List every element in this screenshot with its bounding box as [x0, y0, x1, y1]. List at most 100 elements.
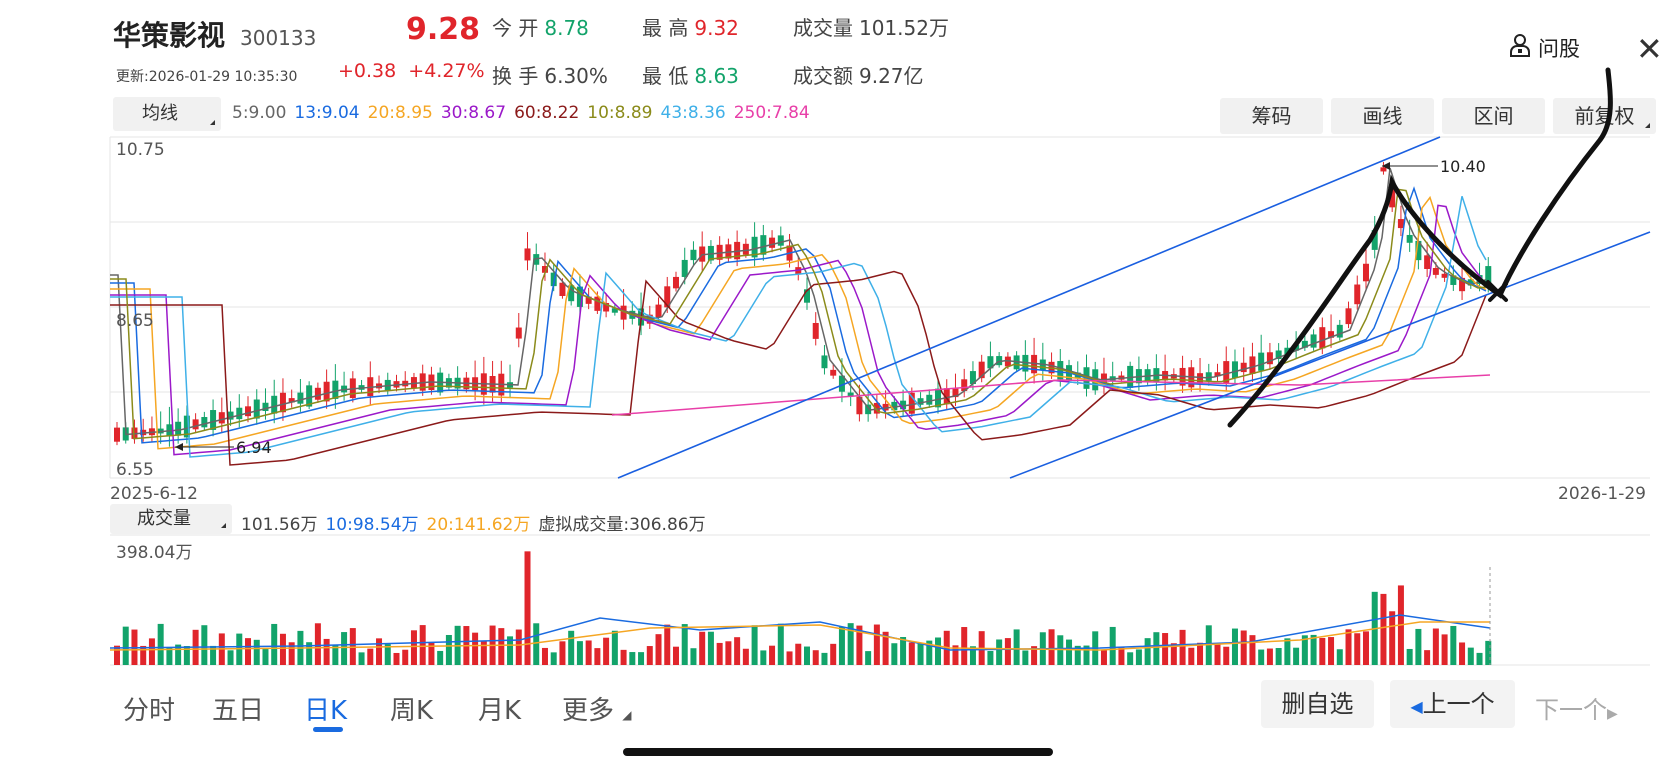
volume-bar — [1048, 629, 1055, 665]
candle-body — [1397, 219, 1404, 229]
volume-bar — [585, 640, 592, 665]
ma250-line — [611, 374, 1491, 416]
draw-line-button[interactable]: 画线 — [1331, 98, 1434, 134]
trend-line-lower — [1009, 231, 1651, 479]
active-tab-indicator — [313, 727, 343, 732]
left-arrow-icon: ◀ — [1410, 697, 1423, 716]
volume-bar — [996, 639, 1003, 665]
candle-body — [603, 302, 610, 312]
change-value: +0.38 — [338, 60, 397, 82]
dropdown-arrow-icon — [210, 120, 215, 125]
volume-bar — [524, 551, 531, 665]
y-axis-mid-label: 8.65 — [116, 311, 154, 331]
volume-bar — [1467, 647, 1474, 665]
forward-adjust-label: 前复权 — [1574, 104, 1635, 128]
volume-ma20-line — [109, 621, 1490, 651]
volume-bar — [1362, 631, 1369, 665]
volume-bar — [419, 625, 426, 665]
volume-bar — [777, 623, 784, 665]
volume-bar — [498, 628, 505, 665]
candle-body — [279, 392, 286, 413]
volume-stat: 成交量 101.52万 — [793, 12, 949, 41]
ma43-line — [110, 195, 1487, 458]
volume-bar — [1083, 645, 1090, 665]
volume-bar — [1485, 640, 1492, 665]
candle-body — [1266, 352, 1273, 365]
volume-value-3: 虚拟成交量:306.86万 — [538, 515, 706, 535]
volume-bar — [122, 626, 129, 665]
tab-monthly-k[interactable]: 月K — [478, 696, 522, 726]
candle-body — [1362, 263, 1369, 282]
candle-body — [769, 237, 776, 248]
candle-body — [900, 400, 907, 410]
volume-bar — [314, 623, 321, 665]
volume-dropdown[interactable]: 成交量 — [110, 504, 232, 534]
tab-weekly-k[interactable]: 周K — [390, 696, 434, 726]
volume-bar — [402, 649, 409, 665]
tab-intraday[interactable]: 分时 — [123, 696, 176, 726]
candle-body — [1057, 361, 1064, 380]
candle-body — [1258, 352, 1265, 371]
candle-body — [1441, 273, 1448, 278]
ma-dropdown[interactable]: 均线 — [113, 97, 221, 131]
candle-body — [1389, 185, 1396, 208]
ma-value-2: 20:8.95 — [367, 103, 433, 123]
volume-bar — [559, 641, 566, 665]
ma-value-0: 5:9.00 — [232, 103, 287, 123]
remove-watchlist-button[interactable]: 删自选 — [1261, 680, 1374, 728]
volume-bar — [769, 645, 776, 665]
volume-bar — [856, 625, 863, 665]
volume-bar — [1424, 650, 1431, 665]
amount-stat: 成交额 9.27亿 — [793, 60, 924, 89]
candle-body — [891, 401, 898, 411]
tab-five-day[interactable]: 五日 — [212, 696, 265, 726]
volume-bar — [1231, 628, 1238, 665]
ma-dropdown-label: 均线 — [142, 103, 178, 124]
volume-bar — [838, 626, 845, 665]
volume-bar — [655, 634, 662, 665]
candle-body — [987, 356, 994, 369]
tab-daily-k[interactable]: 日K — [304, 696, 348, 726]
volume-bar — [472, 632, 479, 665]
ma30-line — [110, 204, 1487, 456]
volume-bar — [900, 637, 907, 665]
range-button[interactable]: 区间 — [1442, 98, 1545, 134]
ma20-line — [110, 195, 1487, 450]
volume-bar — [926, 640, 933, 665]
volume-bar — [1223, 646, 1230, 665]
candle-body — [856, 396, 863, 415]
candle-body — [1284, 347, 1291, 355]
volume-bar — [620, 649, 627, 665]
volume-bar — [638, 652, 645, 665]
volume-bar — [646, 646, 653, 665]
volume-bar — [1389, 611, 1396, 665]
volume-bar — [183, 646, 190, 665]
volume-bar — [1074, 645, 1081, 665]
candle-body — [1380, 167, 1387, 172]
low-stat: 最 低 8.63 — [642, 60, 739, 89]
previous-stock-button[interactable]: ◀上一个 — [1390, 680, 1515, 728]
volume-bar — [1345, 629, 1352, 665]
tab-more[interactable]: 更多 ◢ — [562, 690, 632, 727]
ask-stock-button[interactable]: 问股 — [1508, 32, 1580, 63]
turnover-value: 6.30% — [544, 64, 608, 88]
volume-bar — [201, 625, 208, 665]
volume-bar — [830, 643, 837, 665]
candle-body — [1450, 275, 1457, 285]
volume-max-label: 398.04万 — [116, 543, 193, 563]
candle-body — [821, 355, 828, 369]
candle-body — [620, 305, 627, 320]
candle-body — [882, 403, 889, 411]
chips-button[interactable]: 筹码 — [1220, 98, 1323, 134]
volume-bar — [1170, 643, 1177, 665]
volume-dropdown-label: 成交量 — [137, 508, 191, 529]
volume-bar — [891, 643, 898, 665]
volume-bar — [1380, 593, 1387, 665]
volume-bar — [279, 633, 286, 665]
volume-bar — [969, 646, 976, 665]
volume-bar — [1109, 626, 1116, 665]
close-icon[interactable]: ✕ — [1636, 30, 1663, 68]
volume-bar — [1432, 628, 1439, 665]
next-stock-button[interactable]: 下一个▶ — [1535, 690, 1618, 725]
